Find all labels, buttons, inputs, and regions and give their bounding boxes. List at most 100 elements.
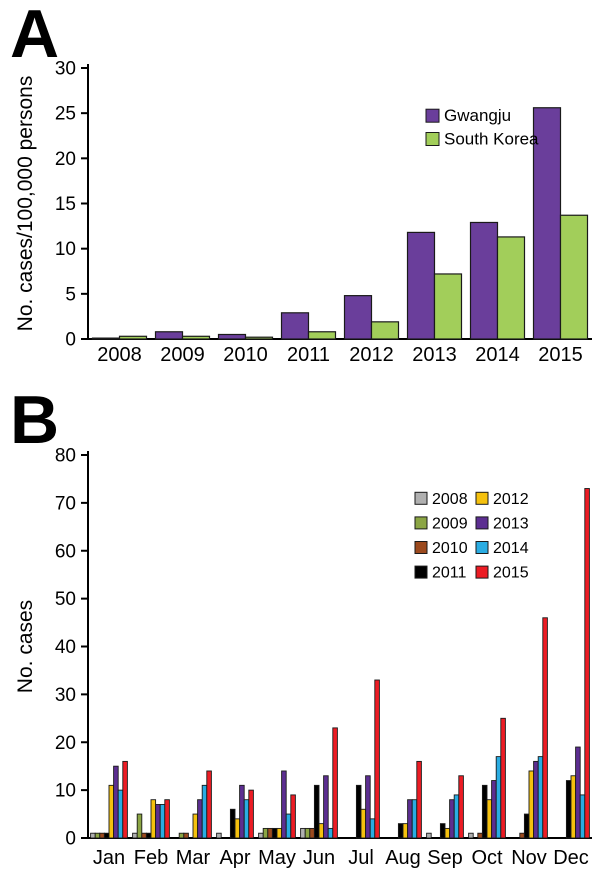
legend-swatch xyxy=(475,491,489,505)
bar xyxy=(426,832,432,839)
bar xyxy=(216,832,222,839)
bar xyxy=(304,827,311,839)
bar xyxy=(327,827,334,839)
bar xyxy=(90,832,96,839)
y-tick-label: 20 xyxy=(55,149,76,170)
bar xyxy=(159,804,166,839)
bar xyxy=(433,273,463,340)
legend-swatch xyxy=(414,491,428,505)
bar xyxy=(99,832,105,839)
bar xyxy=(267,827,273,839)
bar xyxy=(313,784,320,839)
bar xyxy=(244,336,274,340)
bar xyxy=(206,770,212,839)
bar xyxy=(192,813,199,839)
bar xyxy=(276,827,283,839)
x-axis-label: Dec xyxy=(553,847,589,869)
bar xyxy=(469,221,499,340)
bar xyxy=(343,295,373,340)
legend-label: 2012 xyxy=(493,491,529,508)
bar xyxy=(369,818,376,839)
x-axis-label: Feb xyxy=(134,847,168,869)
bar xyxy=(94,832,101,839)
panel-b-chart: 0 10 20 30 40 50 60 70 80 Jan Feb Mar Apr May Jun Jul Au… xyxy=(14,446,592,869)
bar xyxy=(495,756,502,839)
bar xyxy=(183,832,189,839)
y-tick-label: 30 xyxy=(55,685,76,706)
bar xyxy=(285,813,292,839)
legend-label: 2013 xyxy=(493,515,529,532)
x-axis-label: 2010 xyxy=(223,344,268,366)
bar xyxy=(575,746,581,839)
y-tick-label: 60 xyxy=(55,541,76,562)
bar xyxy=(243,799,250,839)
bar xyxy=(307,331,337,340)
legend-swatch xyxy=(425,132,440,146)
x-axis-label: 2014 xyxy=(475,344,520,366)
y-tick-label: 50 xyxy=(55,589,76,610)
bar xyxy=(113,765,119,839)
bar xyxy=(486,799,493,839)
legend-swatch xyxy=(414,516,428,530)
bar xyxy=(108,784,115,839)
x-axis-label: 2011 xyxy=(287,344,330,366)
bar xyxy=(397,823,404,839)
bar xyxy=(280,312,310,340)
bar xyxy=(519,832,525,839)
bar xyxy=(122,760,128,839)
bar xyxy=(136,813,143,839)
bar xyxy=(533,760,539,839)
bar xyxy=(229,808,236,839)
bar xyxy=(411,799,418,839)
bar xyxy=(374,679,380,839)
bar xyxy=(579,794,586,839)
bar xyxy=(181,335,211,340)
legend-label: 2008 xyxy=(432,491,468,508)
x-axis-label: Mar xyxy=(176,847,211,869)
bar xyxy=(458,775,464,839)
bar xyxy=(290,794,296,839)
bar xyxy=(406,231,436,340)
panel-a-letter: A xyxy=(10,0,59,72)
y-tick-label: 0 xyxy=(65,829,76,850)
bar xyxy=(332,727,338,839)
bar xyxy=(323,775,329,839)
legend-swatch xyxy=(475,541,489,554)
bar xyxy=(449,799,455,839)
bar xyxy=(132,832,138,839)
x-axis-label: Apr xyxy=(219,847,250,869)
bar xyxy=(164,799,170,839)
bar xyxy=(407,799,413,839)
bar xyxy=(523,813,530,839)
legend-swatch xyxy=(475,565,489,579)
bar xyxy=(468,832,474,839)
bar xyxy=(154,331,184,340)
bar xyxy=(528,770,535,839)
legend-label: 2015 xyxy=(493,565,529,582)
bar xyxy=(416,760,422,839)
x-axis-label: May xyxy=(258,847,296,869)
bar xyxy=(155,804,161,839)
y-tick-label: 40 xyxy=(55,637,76,658)
bar xyxy=(559,214,589,340)
panel-b-letter: B xyxy=(10,382,59,458)
bar xyxy=(300,827,306,839)
bar xyxy=(271,827,278,839)
bar xyxy=(145,832,152,839)
bar xyxy=(178,832,185,839)
x-axis-label: 2013 xyxy=(412,344,457,366)
bar xyxy=(360,808,367,839)
bar xyxy=(584,488,590,839)
bar xyxy=(141,832,147,839)
x-axis-label: Oct xyxy=(471,847,503,869)
bar xyxy=(444,827,451,839)
legend-swatch xyxy=(414,565,428,579)
bar xyxy=(309,827,315,839)
legend-swatch xyxy=(475,516,489,530)
legend-label: 2009 xyxy=(432,515,468,532)
y-tick-label: 0 xyxy=(65,330,76,351)
panel-a-chart: 0 5 10 15 20 25 30 2008 2009 2010 2011 2012 2013 2014… xyxy=(14,59,592,366)
bar xyxy=(500,717,506,839)
bar xyxy=(217,333,247,340)
